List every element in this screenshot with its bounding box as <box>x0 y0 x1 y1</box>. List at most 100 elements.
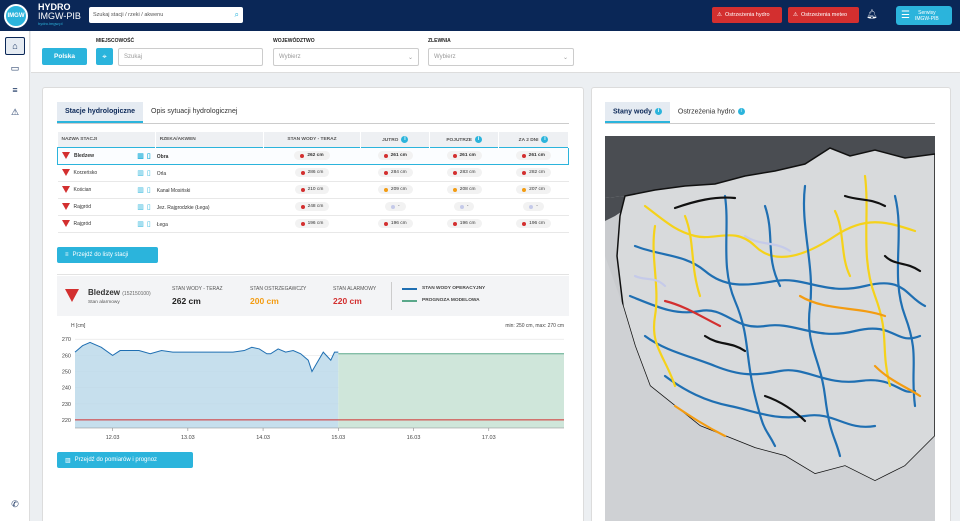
tomorrow-cell: 209 cm <box>360 181 430 199</box>
in-2-days-value: 196 cm <box>529 221 545 226</box>
table-row[interactable]: Kościan ▥ ▯ Kanał Mosiński 210 cm 209 cm 208 c… <box>57 181 569 199</box>
station-name: Rajgród <box>73 203 92 210</box>
now-pill: 286 cm <box>294 168 330 177</box>
search-icon[interactable]: ⌕ <box>234 10 239 19</box>
imgw-logo[interactable]: IMGW <box>4 4 28 28</box>
tab-hydro-warnings[interactable]: Ostrzeżenia hydro i <box>670 102 753 123</box>
map-icon[interactable]: ▯ <box>146 152 151 160</box>
now-value: 262 cm <box>172 296 201 306</box>
in-2-days-value: 282 cm <box>529 170 545 175</box>
x-tick-label: 16.03 <box>407 435 421 441</box>
hydro-warnings-label: Ostrzeżenia hydro <box>724 12 770 18</box>
tomorrow-cell: - <box>360 198 430 216</box>
river-cell: ▥ ▯ Obra <box>137 146 264 165</box>
station-list-button[interactable]: ≡ Przejdź do listy stacji <box>57 247 158 263</box>
station-search-input[interactable]: Szukaj stacji / rzeki / akwenu ⌕ <box>89 7 243 23</box>
river-name: Jez. Rajgrodzkie (Łega) <box>156 204 210 211</box>
brand-line2: IMGW-PIB <box>38 11 81 21</box>
chart-icon[interactable]: ▥ <box>137 220 144 228</box>
status-dot <box>300 204 305 209</box>
locate-icon[interactable]: ⌖ <box>96 48 113 65</box>
status-dot <box>459 204 464 209</box>
day-after-value: 283 cm <box>459 170 476 175</box>
station-cell[interactable]: Korzeńsko <box>57 164 156 182</box>
river-cell: ▥ ▯ Orla <box>137 164 264 182</box>
tab-hydro-situation[interactable]: Opis sytuacji hydrologicznej <box>151 108 238 115</box>
river-name: Kanał Mosiński <box>156 187 191 194</box>
info-icon[interactable]: i <box>737 108 745 115</box>
services-button[interactable]: ☰ Serwisy IMGW-PIB <box>896 6 952 25</box>
location-search-input[interactable]: Szukaj <box>118 48 263 66</box>
home-icon[interactable]: ⌂ <box>5 37 25 55</box>
day-after-pill: 196 cm <box>446 219 482 228</box>
legend-forecast-swatch <box>402 300 417 302</box>
list-icon: ≡ <box>65 252 69 258</box>
map-icon[interactable]: ▭ <box>10 62 20 73</box>
meteo-warnings-button[interactable]: ⚠ Ostrzeżenia meteo <box>788 7 859 23</box>
info-icon[interactable]: i <box>474 135 482 143</box>
y-tick-label: 260 <box>62 353 71 359</box>
table-row[interactable]: Korzeńsko ▥ ▯ Orla 286 cm 284 cm 283 cm 282 cm <box>57 164 569 182</box>
status-dot <box>383 187 388 192</box>
day-after-cell: 283 cm <box>429 164 499 182</box>
info-icon[interactable]: i <box>654 108 662 115</box>
map-icon[interactable]: ▯ <box>146 186 151 194</box>
now-value: 248 cm <box>307 204 324 209</box>
polska-button[interactable]: Polska <box>42 48 87 65</box>
tomorrow-pill: 261 cm <box>377 151 413 160</box>
table-row[interactable]: Rajgród ▥ ▯ Łega 196 cm 196 cm 196 cm 196 cm <box>57 215 569 233</box>
in-2-days-cell: 282 cm <box>498 164 569 182</box>
chart-icon[interactable]: ▥ <box>137 152 144 160</box>
river-name: Orla <box>156 170 167 177</box>
chart-icon[interactable]: ▥ <box>137 169 144 177</box>
col-now: STAN WODY - TERAZ <box>263 132 362 147</box>
day-after-value: 196 cm <box>459 221 476 226</box>
chart-icon[interactable]: ▥ <box>137 186 144 194</box>
warning-icon[interactable]: ⚠ <box>10 106 20 117</box>
station-name: Bledzew <box>74 152 95 159</box>
bell-icon[interactable]: 🔔︎ <box>866 9 878 19</box>
now-cell: 248 cm <box>263 198 361 216</box>
tomorrow-cell: 196 cm <box>360 215 430 233</box>
poland-rivers-map[interactable] <box>605 136 935 521</box>
forecast-area <box>338 353 564 428</box>
day-after-cell: 196 cm <box>429 215 499 233</box>
info-icon[interactable]: i <box>401 135 409 143</box>
brand[interactable]: HYDRO IMGW-PIB hydro.imgw.pl <box>38 3 81 26</box>
warning-icon: ⚠ <box>717 12 722 18</box>
station-cell[interactable]: Rajgród <box>57 215 156 233</box>
top-bar: IMGW HYDRO IMGW-PIB hydro.imgw.pl Szukaj… <box>0 0 960 31</box>
station-cell[interactable]: Rajgród <box>57 198 156 216</box>
table-row[interactable]: Bledzew ▥ ▯ Obra 262 cm 261 cm 261 cm 261 cm <box>57 146 569 165</box>
chart-icon[interactable]: ▥ <box>137 203 144 211</box>
col-day-after: POJUTRZE i <box>429 132 500 147</box>
hydro-warnings-button[interactable]: ⚠ Ostrzeżenia hydro <box>712 7 782 23</box>
measurements-button[interactable]: ▥ Przejdź do pomiarów i prognoz <box>57 452 193 468</box>
detail-station-code: (152150100) <box>122 291 151 297</box>
station-cell[interactable]: Bledzew <box>57 146 156 165</box>
location-label: MIEJSCOWOŚĆ <box>96 38 135 44</box>
map-icon[interactable]: ▯ <box>146 203 151 211</box>
tab-water-levels[interactable]: Stany wody i <box>605 102 670 124</box>
in-2-days-value: - <box>536 204 538 209</box>
map-icon[interactable]: ▯ <box>146 169 151 177</box>
phone-icon[interactable]: ✆ <box>11 498 19 509</box>
station-cell[interactable]: Kościan <box>57 181 156 199</box>
status-dot <box>383 221 388 226</box>
now-pill: 248 cm <box>294 202 330 211</box>
in-2-days-value: 261 cm <box>528 153 545 158</box>
station-name: Korzeńsko <box>73 169 98 176</box>
list-icon[interactable]: ≡ <box>12 85 18 95</box>
divider <box>57 274 569 275</box>
voivodeship-select[interactable]: Wybierz ⌄ <box>273 48 419 66</box>
in-2-days-pill: 282 cm <box>516 168 551 177</box>
river-name: Obra <box>156 153 169 160</box>
tab-hydro-stations[interactable]: Stacje hydrologiczne <box>57 102 144 123</box>
river-cell: ▥ ▯ Łega <box>137 215 264 233</box>
now-value: 262 cm <box>307 153 324 158</box>
table-row[interactable]: Rajgród ▥ ▯ Jez. Rajgrodzkie (Łega) 248 cm - -… <box>57 198 569 216</box>
status-dot <box>522 187 527 192</box>
basin-select[interactable]: Wybierz ⌄ <box>428 48 574 66</box>
map-icon[interactable]: ▯ <box>146 220 151 228</box>
info-icon[interactable]: i <box>541 135 549 143</box>
